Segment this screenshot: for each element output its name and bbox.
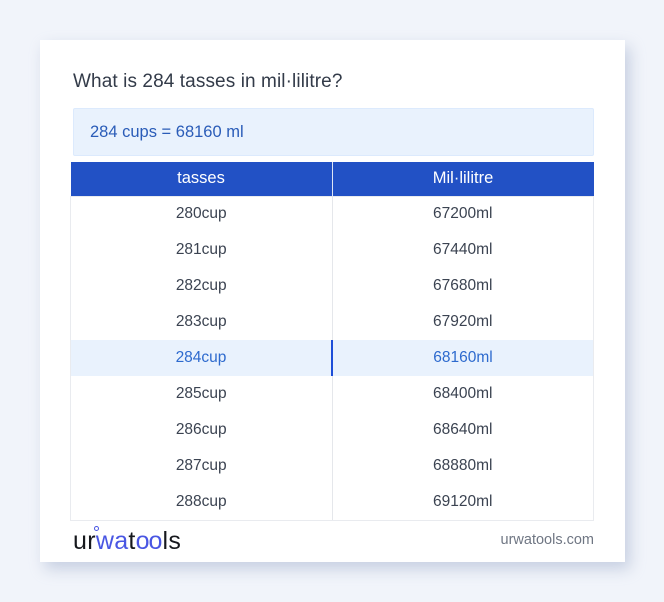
tasses-cell: 283cup: [70, 304, 333, 340]
millilitre-cell: 67440ml: [332, 232, 594, 268]
table-body: 280cup 67200ml 281cup 67440ml 282cup 676…: [70, 195, 594, 521]
table-row: 281cup 67440ml: [70, 232, 594, 268]
logo-glasses-oo: oo: [135, 526, 163, 555]
logo-text-t: t: [128, 526, 136, 555]
tasses-cell: 286cup: [70, 412, 333, 448]
table-row: 280cup 67200ml: [70, 195, 594, 232]
conversion-card: What is 284 tasses in mil·lilitre? 284 c…: [40, 40, 625, 562]
table-row: 288cup 69120ml: [70, 484, 594, 521]
table-row-highlighted: 284cup 68160ml: [70, 340, 594, 376]
logo-text-wa: wa: [95, 526, 129, 555]
page-title: What is 284 tasses in mil·lilitre?: [73, 71, 343, 92]
tasses-cell: 287cup: [70, 448, 333, 484]
table-row: 282cup 67680ml: [70, 268, 594, 304]
tasses-cell: 282cup: [70, 268, 333, 304]
table-header-row: tasses Mil·lilitre: [70, 162, 594, 196]
millilitre-cell: 68400ml: [332, 376, 594, 412]
logo-ring-icon: [93, 525, 99, 531]
table-row: 286cup 68640ml: [70, 412, 594, 448]
site-url: urwatools.com: [500, 532, 594, 548]
urwatools-logo: ur watools: [73, 525, 182, 555]
logo-text-ur: ur: [73, 526, 96, 555]
table-row: 283cup 67920ml: [70, 304, 594, 340]
millilitre-cell: 67920ml: [332, 304, 594, 340]
table-row: 285cup 68400ml: [70, 376, 594, 412]
millilitre-cell: 67680ml: [332, 268, 594, 304]
answer-box: 284 cups = 68160 ml: [73, 108, 594, 156]
tasses-cell: 285cup: [70, 376, 333, 412]
tasses-cell: 284cup: [70, 340, 333, 376]
conversion-table: tasses Mil·lilitre 280cup 67200ml 281cup…: [70, 162, 594, 521]
millilitre-cell: 67200ml: [332, 195, 594, 232]
logo-text-ls: ls: [162, 526, 182, 555]
tasses-cell: 280cup: [70, 195, 333, 232]
millilitre-cell: 68880ml: [332, 448, 594, 484]
table-row: 287cup 68880ml: [70, 448, 594, 484]
tasses-cell: 288cup: [70, 484, 333, 521]
column-header-millilitre: Mil·lilitre: [332, 162, 594, 196]
tasses-cell: 281cup: [70, 232, 333, 268]
millilitre-cell: 68160ml: [332, 340, 594, 376]
card-footer: ur watools urwatools.com: [73, 521, 594, 560]
column-header-tasses: tasses: [70, 162, 333, 196]
millilitre-cell: 69120ml: [332, 484, 594, 521]
millilitre-cell: 68640ml: [332, 412, 594, 448]
answer-text: 284 cups = 68160 ml: [90, 122, 244, 141]
